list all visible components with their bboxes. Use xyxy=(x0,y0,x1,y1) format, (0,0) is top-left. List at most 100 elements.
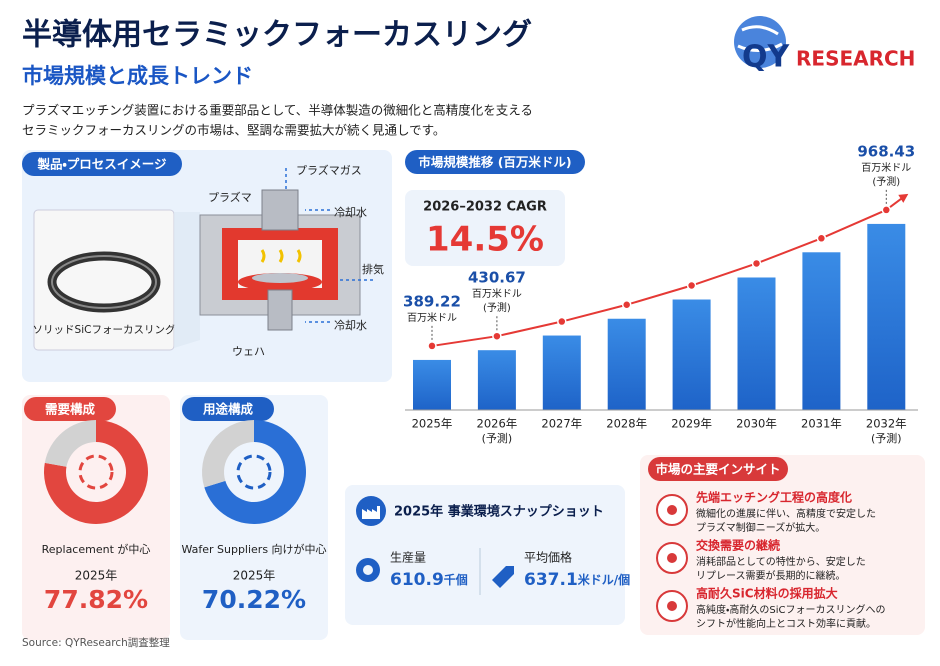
factory-icon xyxy=(356,496,386,526)
x-tick-label: 2027年 xyxy=(541,417,582,431)
logo-word: RESEARCH xyxy=(796,47,915,71)
value-label: 968.43 xyxy=(857,142,915,160)
donut-year: 2025年 xyxy=(233,569,276,583)
bar xyxy=(542,335,581,410)
unit: 米ドル/個 xyxy=(578,572,630,587)
x-tick-label: 2025年 xyxy=(412,417,453,431)
item-value: 637.1米ドル/個 xyxy=(524,570,630,590)
gear-icon xyxy=(356,558,380,582)
insight-title: 高耐久SiC材料の採用拡大 xyxy=(696,586,838,601)
donut-value: 77.82% xyxy=(44,585,148,614)
ring-label: ソリッドSiCフォーカスリング xyxy=(33,323,176,336)
source: Source: QYResearch調査整理 xyxy=(22,636,170,649)
description: プラズマエッチング装置における重要部品として、半導体製造の微細化と高精度化を支え… xyxy=(22,103,533,118)
subtitle: 市場規模と成長トレンド xyxy=(22,64,253,88)
value-note: (予測) xyxy=(483,301,511,314)
unit: 千個 xyxy=(444,572,468,587)
insight-line: 高純度・高耐久のSiCフォーカスリングへの xyxy=(696,603,886,616)
value-note: 百万米ドル xyxy=(861,161,911,174)
trend-arrowhead xyxy=(898,193,909,203)
description: セラミックフォーカスリングの市場は、堅調な需要拡大が続く見通しです。 xyxy=(22,123,445,138)
title: 半導体用セラミックフォーカスリング xyxy=(22,18,532,53)
trend-dot xyxy=(751,258,762,269)
item-label: 平均価格 xyxy=(524,550,572,565)
diagram-label: 冷却水 xyxy=(334,206,367,219)
value-note: (予測) xyxy=(872,175,900,188)
snapshot-panel xyxy=(345,485,625,625)
value-label: 389.22 xyxy=(403,292,461,310)
x-tick-label: 2029年 xyxy=(671,417,712,431)
pill xyxy=(22,152,182,176)
donut-caption: Wafer Suppliers 向けが中心 xyxy=(181,542,326,556)
donut-slice xyxy=(204,420,306,525)
item-label: 生産量 xyxy=(390,551,426,565)
pill xyxy=(24,397,116,421)
x-tick-label: 2030年 xyxy=(736,417,777,431)
pill xyxy=(182,397,274,421)
cagr-value: 14.5% xyxy=(426,220,544,260)
diagram-label: 冷却水 xyxy=(334,319,367,332)
donut-slice xyxy=(201,420,254,488)
bar xyxy=(867,223,906,410)
cagr-box xyxy=(405,190,565,266)
bar xyxy=(477,350,516,410)
x-tick-note: (予測) xyxy=(482,431,513,445)
trend-dot xyxy=(686,280,697,291)
diagram-label: プラズマガス xyxy=(296,163,362,177)
value-label: 430.67 xyxy=(468,269,526,287)
chart-title: 市場規模推移 (百万米ドル) xyxy=(418,155,571,170)
x-tick-label: 2026年 xyxy=(477,417,518,431)
insight-line: プラズマ制御ニーズが拡大。 xyxy=(696,521,825,534)
trend-dot xyxy=(557,316,567,327)
bar xyxy=(672,299,711,410)
bar xyxy=(607,318,646,410)
x-tick-note: (予測) xyxy=(871,431,902,445)
insight-line: 微細化の進展に伴い、高精度で安定した xyxy=(696,507,876,520)
donut-icon xyxy=(78,454,114,490)
donut-slice xyxy=(44,420,149,524)
insight-icon-dot xyxy=(667,601,677,611)
donut-icon xyxy=(236,454,272,490)
pill xyxy=(648,457,788,481)
tag-icon xyxy=(492,566,514,588)
diagram-label: 排気 xyxy=(362,262,384,276)
value: 637.1 xyxy=(524,570,578,590)
zoom xyxy=(174,212,200,348)
diagram-label: ウェハ xyxy=(232,345,265,358)
pill xyxy=(405,150,585,174)
bar xyxy=(737,277,776,410)
logo-mark: QY xyxy=(742,40,791,75)
chamber xyxy=(199,168,375,331)
trend-dot xyxy=(492,331,502,341)
bar xyxy=(802,252,841,410)
x-tick-label: 2032年 xyxy=(866,417,907,431)
trend-dot xyxy=(881,205,892,215)
donut-caption: Replacement が中心 xyxy=(42,542,151,556)
x-tick-label: 2031年 xyxy=(801,417,842,431)
trend-dot xyxy=(427,341,437,351)
snapshot-title: 2025年 事業環境スナップショット xyxy=(394,504,604,520)
trend-dot xyxy=(816,233,827,244)
diagram-label: プラズマ xyxy=(208,190,252,204)
value-note: 百万米ドル xyxy=(472,287,522,300)
donut-title: 需要構成 xyxy=(45,402,96,417)
insight-icon-dot xyxy=(667,553,677,563)
donut-year: 2025年 xyxy=(75,569,118,583)
insight-line: 消耗部品としての特性から、安定した xyxy=(696,555,866,568)
panel-title: 製品・プロセスイメージ xyxy=(36,157,167,172)
donut-slice xyxy=(44,420,96,467)
trend-dot xyxy=(621,299,632,310)
donut-title: 用途構成 xyxy=(202,402,254,417)
insight-icon-dot xyxy=(667,505,677,515)
insight-title: 先端エッチング工程の高度化 xyxy=(696,490,852,505)
ring-highlight xyxy=(51,255,157,309)
trend-line xyxy=(431,208,887,347)
donut-value: 70.22% xyxy=(202,585,306,614)
insight-line: リプレース需要が長期的に継続。 xyxy=(696,569,846,582)
logo: QY RESEARCH xyxy=(734,16,915,75)
x-tick-label: 2028年 xyxy=(606,417,647,431)
value: 610.9 xyxy=(390,570,444,590)
cagr-label: 2026–2032 CAGR xyxy=(423,200,547,215)
